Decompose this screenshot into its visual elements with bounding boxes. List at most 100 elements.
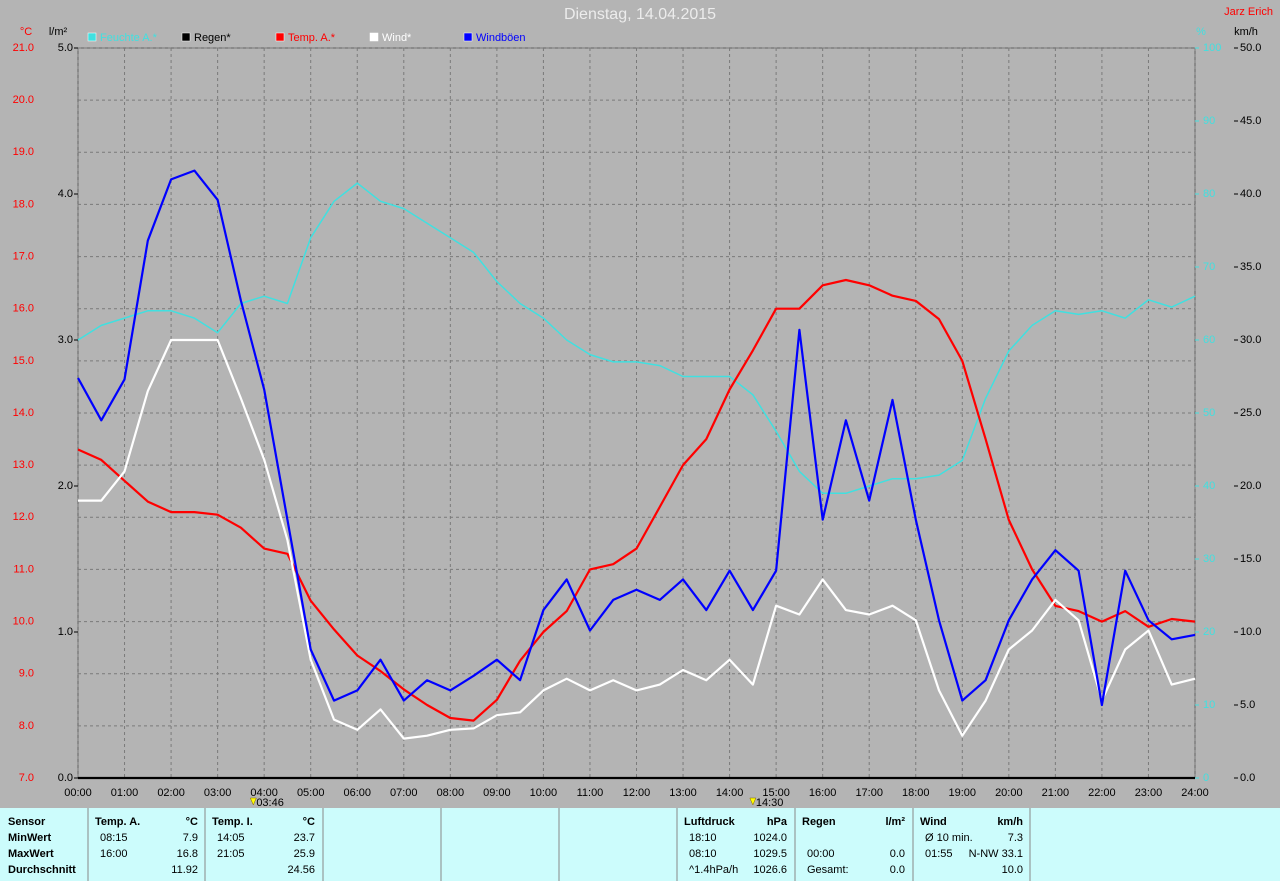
group-header: Temp. I. — [212, 816, 253, 828]
x-tick-label: 24:00 — [1181, 787, 1209, 799]
table-cell: 7.9 — [183, 832, 198, 844]
x-tick-label: 16:00 — [809, 787, 837, 799]
y-tick-label: 50.0 — [1240, 42, 1261, 54]
y-tick-label: 19.0 — [13, 146, 34, 158]
row-label: Durchschnitt — [8, 864, 76, 876]
x-tick-label: 00:00 — [64, 787, 92, 799]
y-tick-label: 10 — [1203, 699, 1215, 711]
legend-swatch — [87, 32, 97, 42]
y-tick-label: 13.0 — [13, 459, 34, 471]
table-cell: 16:00 — [100, 848, 128, 860]
table-cell: Ø 10 min. — [925, 832, 973, 844]
y-tick-label: 11.0 — [13, 563, 34, 575]
y-tick-label: 0.0 — [58, 772, 73, 784]
y-tick-label: 45.0 — [1240, 115, 1261, 127]
table-cell: 25.9 — [294, 848, 315, 860]
table-cell: 01:55 — [925, 848, 953, 860]
table-cell: 1026.6 — [753, 864, 787, 876]
y-tick-label: 10.0 — [1240, 626, 1261, 638]
y-tick-label: 20.0 — [1240, 480, 1261, 492]
table-cell: 24.56 — [287, 864, 315, 876]
legend-swatch — [463, 32, 473, 42]
table-cell: 21:05 — [217, 848, 245, 860]
table-cell: 08:10 — [689, 848, 717, 860]
group-unit: hPa — [767, 816, 788, 828]
legend-label: Feuchte A.* — [100, 32, 158, 44]
table-background — [0, 808, 1280, 881]
y-tick-label: 10.0 — [13, 615, 34, 627]
legend-swatch — [369, 32, 379, 42]
legend-label: Temp. A.* — [288, 32, 336, 44]
row-label: MaxWert — [8, 848, 54, 860]
annotation-marker — [749, 797, 757, 806]
legend-label: Windböen — [476, 32, 526, 44]
table-cell: 16.8 — [177, 848, 198, 860]
y-tick-label: 8.0 — [19, 720, 34, 732]
x-tick-label: 17:00 — [855, 787, 883, 799]
y-tick-label: 15.0 — [1240, 553, 1261, 565]
group-header: Temp. A. — [95, 816, 140, 828]
x-tick-label: 11:00 — [577, 787, 604, 799]
table-cell: 14:05 — [217, 832, 245, 844]
x-tick-label: 04:00 — [250, 787, 278, 799]
x-tick-label: 09:00 — [483, 787, 511, 799]
y-tick-label: 21.0 — [13, 42, 34, 54]
x-tick-label: 14:00 — [716, 787, 744, 799]
y-tick-label: 5.0 — [58, 42, 73, 54]
group-header: Regen — [802, 816, 836, 828]
series-line — [78, 338, 1196, 740]
x-tick-label: 01:00 — [111, 787, 139, 799]
y-tick-label: 16.0 — [13, 303, 34, 315]
x-tick-label: 10:00 — [530, 787, 558, 799]
y2-axis-label: l/m² — [49, 26, 68, 38]
group-header: Wind — [920, 816, 947, 828]
y-tick-label: 0 — [1203, 772, 1209, 784]
x-tick-label: 18:00 — [902, 787, 930, 799]
legend-label: Wind* — [382, 32, 412, 44]
series-line — [77, 169, 1196, 707]
x-tick-label: 05:00 — [297, 787, 325, 799]
y-tick-label: 25.0 — [1240, 407, 1261, 419]
x-tick-label: 08:00 — [437, 787, 465, 799]
y-tick-label: 30 — [1203, 553, 1215, 565]
y-tick-label: 60 — [1203, 334, 1215, 346]
y-tick-label: 20.0 — [13, 94, 34, 106]
table-cell: N-NW 33.1 — [969, 848, 1023, 860]
y-tick-label: 0.0 — [1240, 772, 1255, 784]
y-tick-label: 50 — [1203, 407, 1215, 419]
x-tick-label: 12:00 — [623, 787, 651, 799]
group-unit: km/h — [997, 816, 1023, 828]
y4-axis-label: km/h — [1234, 26, 1258, 38]
y-tick-label: 9.0 — [19, 668, 34, 680]
table-cell: 23.7 — [294, 832, 315, 844]
group-header: Luftdruck — [684, 816, 736, 828]
row-label: MinWert — [8, 832, 52, 844]
table-cell: 00:00 — [807, 848, 835, 860]
x-tick-label: 15:00 — [762, 787, 790, 799]
legend-swatch — [275, 32, 285, 42]
y-tick-label: 5.0 — [1240, 699, 1255, 711]
y-tick-label: 35.0 — [1240, 261, 1261, 273]
chart-title: Dienstag, 14.04.2015 — [564, 6, 716, 23]
x-tick-label: 02:00 — [157, 787, 185, 799]
table-cell: 1024.0 — [753, 832, 787, 844]
y-tick-label: 7.0 — [19, 772, 34, 784]
y-tick-label: 100 — [1203, 42, 1221, 54]
y-tick-label: 40 — [1203, 480, 1215, 492]
y-tick-label: 40.0 — [1240, 188, 1261, 200]
author: Jarz Erich — [1224, 6, 1273, 18]
x-tick-label: 20:00 — [995, 787, 1023, 799]
annotation-label: 03:46 — [256, 797, 284, 809]
legend-swatch — [181, 32, 191, 42]
x-tick-label: 22:00 — [1088, 787, 1116, 799]
table-cell: 1029.5 — [753, 848, 787, 860]
x-tick-label: 21:00 — [1042, 787, 1070, 799]
x-tick-label: 06:00 — [343, 787, 371, 799]
y-tick-label: 12.0 — [13, 511, 34, 523]
group-unit: °C — [303, 816, 315, 828]
series-line — [77, 182, 1196, 495]
y-tick-label: 14.0 — [13, 407, 34, 419]
table-cell: 7.3 — [1008, 832, 1023, 844]
y-tick-label: 90 — [1203, 115, 1215, 127]
annotation-label: 14:30 — [756, 797, 784, 809]
